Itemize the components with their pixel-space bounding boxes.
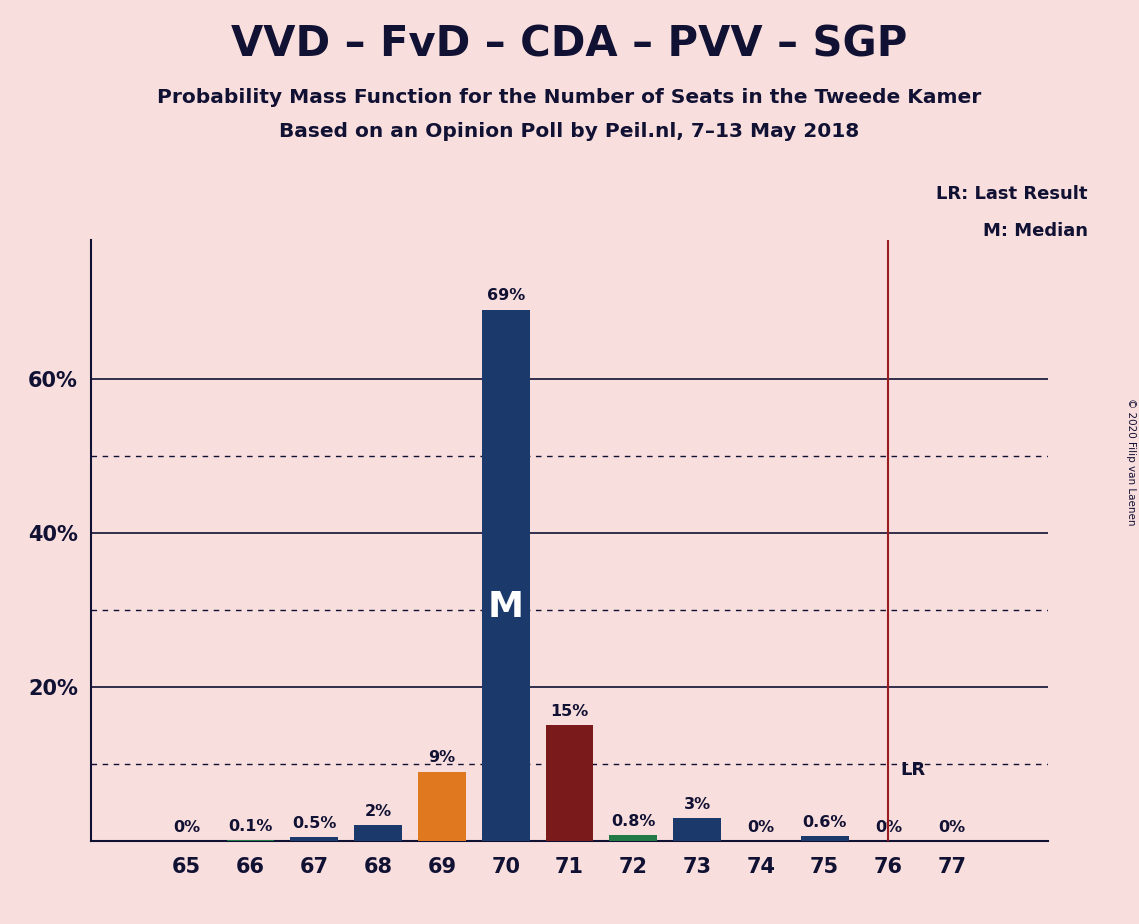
Bar [482,310,530,841]
Bar [354,825,402,841]
Bar [418,772,466,841]
Text: 0.8%: 0.8% [612,813,655,829]
Text: LR: LR [900,761,925,779]
Text: 15%: 15% [550,704,589,719]
Text: 9%: 9% [428,750,456,765]
Bar [290,837,338,841]
Bar [546,725,593,841]
Text: Based on an Opinion Poll by Peil.nl, 7–13 May 2018: Based on an Opinion Poll by Peil.nl, 7–1… [279,122,860,141]
Text: Probability Mass Function for the Number of Seats in the Tweede Kamer: Probability Mass Function for the Number… [157,88,982,107]
Text: 2%: 2% [364,804,392,820]
Text: 69%: 69% [486,288,525,303]
Text: 0.6%: 0.6% [803,815,846,830]
Text: LR: Last Result: LR: Last Result [936,185,1088,202]
Text: 0%: 0% [173,820,200,834]
Text: 0%: 0% [939,820,966,834]
Text: 0.1%: 0.1% [229,819,272,833]
Text: 0%: 0% [875,820,902,834]
Text: M: M [487,590,524,624]
Bar [609,834,657,841]
Text: 3%: 3% [683,796,711,811]
Text: VVD – FvD – CDA – PVV – SGP: VVD – FvD – CDA – PVV – SGP [231,23,908,65]
Text: © 2020 Filip van Laenen: © 2020 Filip van Laenen [1126,398,1136,526]
Text: M: Median: M: Median [983,222,1088,239]
Text: 0.5%: 0.5% [293,816,336,831]
Bar [801,836,849,841]
Bar [673,818,721,841]
Text: 0%: 0% [747,820,775,834]
